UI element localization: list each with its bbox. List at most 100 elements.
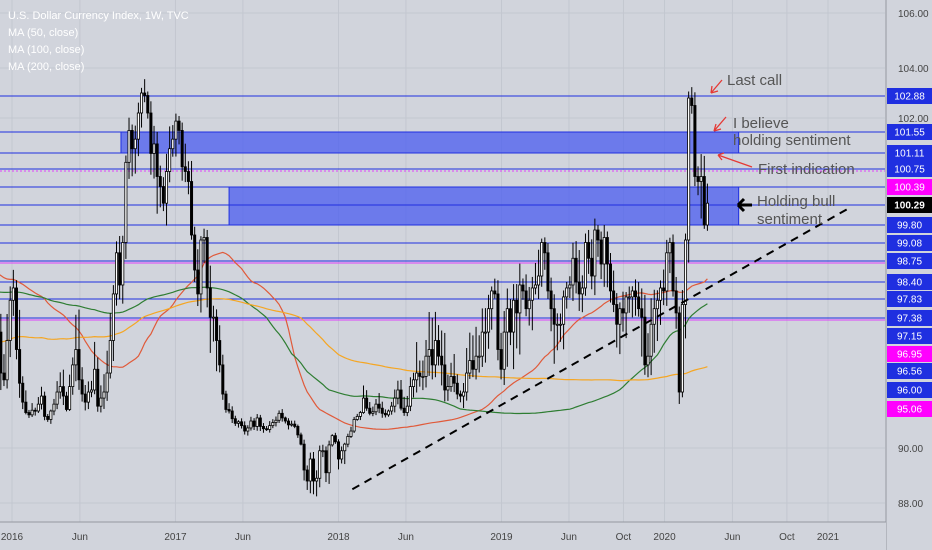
candle[interactable] [27, 409, 31, 418]
candle[interactable] [243, 421, 247, 435]
candle[interactable] [668, 237, 672, 274]
candle[interactable] [383, 409, 387, 418]
candle[interactable] [249, 416, 253, 431]
candle[interactable] [555, 313, 559, 351]
candle[interactable] [605, 231, 609, 288]
candle[interactable] [283, 416, 287, 424]
candle[interactable] [365, 390, 369, 411]
candle[interactable] [333, 432, 337, 444]
price-label-blue[interactable]: 100.75 [887, 161, 932, 177]
candle[interactable] [280, 409, 284, 422]
candle[interactable] [705, 183, 709, 231]
candle[interactable] [118, 236, 122, 300]
candle[interactable] [230, 406, 234, 424]
candle[interactable] [580, 275, 584, 313]
candle[interactable] [215, 309, 219, 372]
candle[interactable] [83, 384, 87, 411]
candle[interactable] [236, 420, 240, 428]
candle[interactable] [174, 113, 178, 157]
candle[interactable] [293, 420, 297, 429]
candle[interactable] [430, 317, 434, 380]
candle[interactable] [643, 294, 647, 375]
candle[interactable] [186, 161, 190, 195]
ma-50-line[interactable] [0, 251, 708, 430]
candle[interactable] [502, 311, 506, 385]
candle[interactable] [115, 241, 119, 306]
candle[interactable] [30, 403, 34, 417]
candle[interactable] [14, 280, 18, 360]
candle[interactable] [674, 276, 678, 329]
candle[interactable] [505, 288, 509, 367]
candle[interactable] [699, 154, 703, 219]
candle[interactable] [490, 286, 494, 330]
candle[interactable] [136, 102, 140, 157]
candle[interactable] [93, 341, 97, 395]
candle[interactable] [315, 470, 319, 497]
candle[interactable] [36, 397, 40, 413]
price-label-blue[interactable]: 96.00 [887, 382, 932, 398]
candle[interactable] [596, 225, 600, 257]
candle[interactable] [493, 278, 497, 299]
candle[interactable] [508, 299, 512, 346]
candle[interactable] [8, 286, 12, 358]
candle[interactable] [39, 386, 43, 410]
candle[interactable] [246, 425, 250, 436]
ma-100-line[interactable] [0, 286, 708, 415]
candle[interactable] [311, 451, 315, 495]
price-label-blue[interactable]: 102.88 [887, 88, 932, 104]
candle[interactable] [390, 401, 394, 415]
price-label-blue[interactable]: 101.11 [887, 145, 932, 161]
candle[interactable] [268, 421, 272, 433]
candle[interactable] [571, 242, 575, 302]
candle[interactable] [387, 409, 391, 417]
candle[interactable] [61, 369, 65, 406]
candle[interactable] [86, 381, 90, 410]
time-axis[interactable]: 2016 Jun 2017 Jun 2018 Jun 2019 Jun Oct 2020 Jun Oc… [0, 521, 886, 550]
candle[interactable] [33, 407, 37, 416]
price-label-blue[interactable]: 99.08 [887, 235, 932, 251]
candle[interactable] [274, 416, 278, 427]
candle[interactable] [324, 446, 328, 483]
candle[interactable] [612, 270, 616, 313]
candle[interactable] [233, 415, 237, 426]
candle[interactable] [46, 414, 50, 422]
candle[interactable] [177, 116, 181, 145]
candle[interactable] [583, 233, 587, 296]
candle[interactable] [437, 325, 441, 366]
candle[interactable] [524, 274, 528, 317]
candle[interactable] [602, 224, 606, 287]
candle[interactable] [158, 165, 162, 208]
candle[interactable] [161, 177, 165, 212]
candle[interactable] [124, 155, 128, 259]
candle[interactable] [299, 432, 303, 446]
candle[interactable] [393, 389, 397, 413]
candle[interactable] [574, 241, 578, 294]
candle[interactable] [546, 243, 550, 299]
candle[interactable] [621, 291, 625, 332]
candle[interactable] [421, 360, 425, 391]
candle[interactable] [615, 293, 619, 348]
candle[interactable] [258, 414, 262, 432]
candle[interactable] [68, 374, 72, 411]
candle[interactable] [5, 314, 9, 389]
candle[interactable] [2, 354, 6, 387]
candle[interactable] [449, 362, 453, 392]
candle[interactable] [412, 372, 416, 398]
candle[interactable] [105, 350, 109, 401]
candle[interactable] [440, 330, 444, 386]
price-label-blue[interactable]: 97.83 [887, 291, 932, 307]
candle[interactable] [552, 294, 556, 364]
candle[interactable] [630, 286, 634, 318]
candle[interactable] [108, 312, 112, 379]
candle[interactable] [402, 396, 406, 416]
candle[interactable] [102, 374, 106, 409]
candle[interactable] [168, 126, 172, 183]
candle[interactable] [640, 288, 644, 357]
candle[interactable] [465, 348, 469, 401]
candle[interactable] [652, 289, 656, 353]
candle[interactable] [680, 290, 684, 398]
candle[interactable] [558, 313, 562, 342]
candle[interactable] [90, 380, 94, 398]
candle[interactable] [458, 390, 462, 403]
